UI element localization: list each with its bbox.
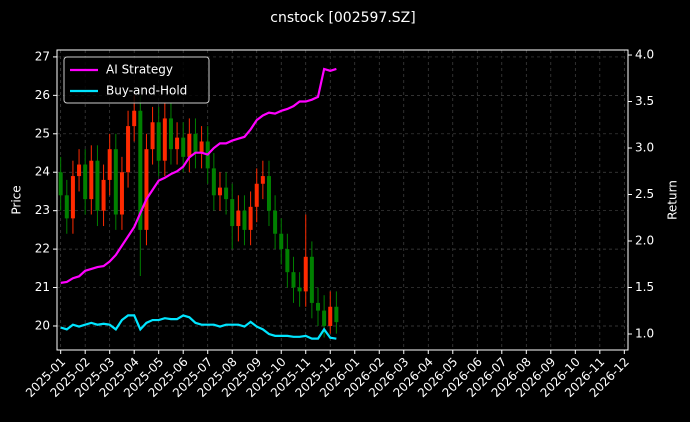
legend-label: Buy-and-Hold	[106, 84, 187, 98]
candle-body	[224, 187, 229, 200]
candle-body	[266, 176, 271, 211]
candle-body	[242, 210, 247, 230]
y2-tick-label: 1.0	[635, 327, 654, 341]
y-tick-label: 24	[35, 165, 50, 179]
y-axis-label: Price	[10, 185, 24, 214]
candle-body	[322, 310, 327, 326]
candle-body	[70, 176, 75, 219]
candle-body	[132, 110, 137, 127]
candle-body	[303, 256, 308, 292]
candle-body	[260, 176, 265, 184]
legend-label: AI Strategy	[106, 63, 173, 77]
candle-body	[64, 195, 69, 219]
candle-body	[119, 172, 124, 215]
candle-body	[297, 287, 302, 292]
candle-body	[273, 210, 278, 234]
candle-body	[315, 302, 320, 311]
y-tick-label: 25	[35, 126, 50, 140]
candle-body	[211, 168, 216, 196]
candle-body	[95, 160, 100, 211]
series-line	[60, 67, 337, 284]
candle-body	[254, 183, 259, 207]
candle-body	[248, 206, 253, 230]
y-tick-label: 22	[35, 242, 50, 256]
candle-body	[328, 306, 333, 326]
legend-box	[63, 56, 210, 104]
candle-body	[175, 137, 180, 150]
y2-tick-label: 4.0	[635, 48, 654, 62]
candle-body	[101, 179, 106, 211]
y2-tick-label: 2.5	[635, 187, 654, 201]
y2-axis-label: Return	[666, 180, 680, 220]
y2-tick-label: 3.5	[635, 94, 654, 108]
plot-frame	[56, 49, 629, 351]
candle-body	[89, 160, 94, 200]
y-tick-label: 21	[35, 280, 50, 294]
candle-body	[83, 164, 88, 200]
candle-body	[107, 149, 112, 180]
y2-tick-label: 2.0	[635, 234, 654, 248]
candle-body	[279, 233, 284, 250]
y2-tick-label: 1.5	[635, 280, 654, 294]
candle-body	[199, 141, 204, 154]
candle-body	[285, 249, 290, 273]
candle-body	[58, 172, 63, 196]
candle-body	[193, 133, 198, 154]
y-tick-label: 20	[35, 318, 50, 332]
chart-title: cnstock [002597.SZ]	[270, 10, 415, 26]
candle-body	[150, 122, 155, 150]
candle-body	[113, 149, 118, 215]
y-tick-label: 27	[35, 49, 50, 63]
candle-body	[77, 164, 82, 177]
candle-body	[291, 272, 296, 288]
candle-body	[138, 110, 143, 230]
candle-body	[156, 122, 161, 161]
candle-body	[236, 210, 241, 227]
candle-body	[334, 306, 339, 323]
candle-body	[217, 187, 222, 196]
series-line	[60, 314, 337, 340]
candle-body	[144, 149, 149, 230]
y2-tick-label: 3.0	[635, 141, 654, 155]
candle-body	[126, 126, 131, 173]
candle-body	[181, 137, 186, 157]
candle-body	[168, 118, 173, 150]
candle-body	[309, 256, 314, 303]
candle-body	[230, 199, 235, 227]
candle-body	[162, 118, 167, 161]
candle-body	[187, 133, 192, 157]
y-tick-label: 26	[35, 88, 50, 102]
y-tick-label: 23	[35, 203, 50, 217]
